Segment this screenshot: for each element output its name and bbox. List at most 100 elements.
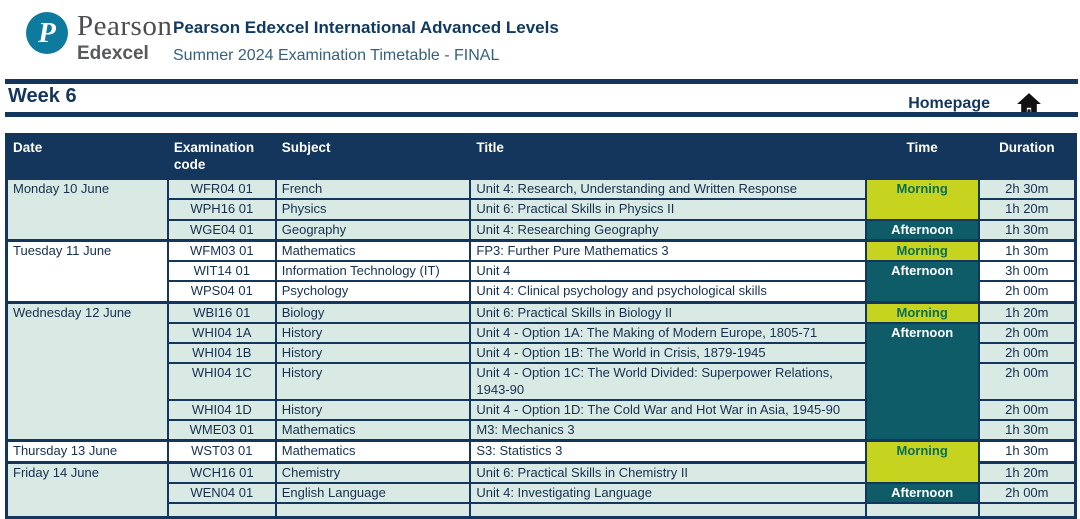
page-title: Pearson Edexcel International Advanced L… [173, 18, 559, 37]
cell-duration: 1h 20m [977, 300, 1077, 324]
document-titles: Pearson Edexcel International Advanced L… [173, 18, 559, 65]
pearson-logo: P Pearson Edexcel [26, 12, 172, 63]
cell-duration: 1h 30m [977, 419, 1077, 442]
cell-title: Unit 4 - Option 1A: The Making of Modern… [469, 321, 867, 345]
cell-exam-code: WHI04 1A [166, 321, 277, 345]
cell-time: Afternoon [864, 260, 980, 303]
cell-subject: History [274, 398, 472, 422]
cell-exam-code [166, 502, 277, 518]
cell-title: Unit 6: Practical Skills in Physics II [469, 198, 867, 221]
cell-time: Afternoon [864, 481, 980, 505]
table-row: Thursday 13 June WST03 01 Mathematics S3: S… [5, 439, 1077, 484]
pearson-logo-icon: P [26, 12, 68, 54]
cell-duration: 3h 00m [977, 259, 1077, 283]
table-row: Monday 10 June WFR04 01 French Unit 4: Rese… [5, 177, 1077, 242]
cell-exam-code: WBI16 01 [166, 300, 277, 324]
cell-title: Unit 4 - Option 1B: The World in Crisis,… [469, 341, 867, 365]
cell-subject: History [274, 362, 472, 401]
cell-exam-code: WEN04 01 [166, 481, 277, 505]
cell-duration: 1h 20m [977, 198, 1077, 221]
cell-title: Unit 4 - Option 1D: The Cold War and Hot… [469, 398, 867, 422]
brand-name: Pearson [77, 10, 173, 42]
cell-subject: Chemistry [274, 460, 472, 484]
cell-time: Morning [864, 300, 980, 324]
cell-date: Tuesday 11 June [5, 238, 169, 303]
exam-timetable-page: { "header": { "logo_brand": "Pearson", "… [5, 11, 1078, 519]
cell-duration: 2h 30m [977, 177, 1077, 201]
cell-title: Unit 4: Researching Geography [469, 218, 867, 242]
table-row: WIT14 01 Information Technology (IT) Unit … [7, 259, 1077, 303]
cell-exam-code: WGE04 01 [166, 218, 277, 242]
cell-time: Afternoon [864, 321, 980, 442]
cell-time: Afternoon [864, 218, 980, 242]
pearson-wordmark: Pearson Edexcel [77, 10, 173, 64]
col-header-subject: Subject [274, 133, 472, 180]
cell-subject: History [274, 341, 472, 365]
cell-title: Unit 6: Practical Skills in Biology II [469, 300, 867, 324]
cell-subject: History [274, 321, 472, 345]
cell-duration: 2h 00m [977, 341, 1077, 365]
cell-title: Unit 4 - Option 1C: The World Divided: S… [469, 362, 867, 401]
col-header-date: Date [5, 133, 169, 180]
cell-duration: 1h 30m [977, 238, 1077, 262]
cell-exam-code: WFR04 01 [166, 177, 277, 201]
cell-subject: Psychology [274, 280, 472, 303]
cell-title: Unit 4: Investigating Language [469, 481, 867, 505]
cell-exam-code: WHI04 1D [166, 398, 277, 422]
cell-exam-code: WCH16 01 [166, 460, 277, 484]
table-header-row: Date Examination code Subject Title Time… [5, 133, 1077, 180]
table-row: WHI04 1B History Unit 4 - Option 1B: The W… [7, 341, 1077, 365]
cell-exam-code: WME03 01 [166, 419, 277, 442]
cell-date: Thursday 13 June [5, 439, 169, 464]
col-header-title: Title [469, 133, 867, 180]
cell-subject: French [274, 177, 472, 201]
cell-title: Unit 4: Research, Understanding and Writ… [469, 177, 867, 201]
cell-date: Wednesday 12 June [5, 300, 169, 442]
table-row: WPS04 01 Psychology Unit 4: Clinical psych… [7, 280, 1077, 303]
col-header-duration: Duration [977, 133, 1077, 180]
page-subtitle: Summer 2024 Examination Timetable - FINA… [173, 47, 500, 64]
cell-exam-code: WPS04 01 [166, 280, 277, 303]
cell-subject: Mathematics [274, 439, 472, 464]
cell-title: Unit 6: Practical Skills in Chemistry II [469, 460, 867, 484]
table-body: Monday 10 June WFR04 01 French Unit 4: Rese… [5, 177, 1077, 518]
cell-duration: 2h 00m [977, 362, 1077, 401]
cell-subject: Mathematics [274, 238, 472, 262]
table-row: WHI04 1C History Unit 4 - Option 1C: The W… [7, 362, 1077, 401]
cell-duration: 1h 20m [977, 460, 1077, 484]
col-header-time: Time [864, 133, 980, 180]
cell-time [864, 502, 980, 518]
cell-title: Unit 4: Clinical psychology and psycholo… [469, 280, 867, 303]
cell-exam-code: WFM03 01 [166, 238, 277, 262]
cell-title: Unit 4 [469, 259, 867, 283]
cell-duration: 2h 00m [977, 481, 1077, 505]
cell-title: FP3: Further Pure Mathematics 3 [469, 238, 867, 262]
cell-duration: 1h 30m [977, 439, 1077, 464]
col-header-code: Examination code [166, 133, 277, 180]
cell-subject: Biology [274, 300, 472, 324]
table-row: WGE04 01 Geography Unit 4: Researching Geo… [7, 218, 1077, 242]
week-bar-bottom-rule [5, 112, 1078, 117]
cell-duration [977, 502, 1077, 518]
table-row: WHI04 1A History Unit 4 - Option 1A: The M… [7, 321, 1077, 442]
cell-exam-code: WHI04 1B [166, 341, 277, 365]
cell-exam-code: WHI04 1C [166, 362, 277, 401]
cell-exam-code: WST03 01 [166, 439, 277, 464]
brand-sub: Edexcel [77, 43, 149, 64]
cell-subject: Geography [274, 218, 472, 242]
cell-time: Morning [864, 439, 980, 484]
cell-title: S3: Statistics 3 [469, 439, 867, 464]
cell-title: M3: Mechanics 3 [469, 419, 867, 442]
homepage-label[interactable]: Homepage [908, 95, 990, 112]
table-header: Date Examination code Subject Title Time… [5, 133, 1077, 180]
week-bar-top-rule [5, 79, 1078, 84]
exam-timetable: Date Examination code Subject Title Time… [5, 133, 1077, 519]
cell-duration: 2h 00m [977, 398, 1077, 422]
cell-subject: Mathematics [274, 419, 472, 442]
cell-duration: 2h 00m [977, 321, 1077, 345]
cell-title [469, 502, 867, 518]
table-row: Tuesday 11 June WFM03 01 Mathematics FP3: F… [5, 238, 1077, 303]
table-row: WHI04 1D History Unit 4 - Option 1D: The C… [7, 398, 1077, 422]
cell-subject [274, 502, 472, 518]
cell-exam-code: WPH16 01 [166, 198, 277, 221]
